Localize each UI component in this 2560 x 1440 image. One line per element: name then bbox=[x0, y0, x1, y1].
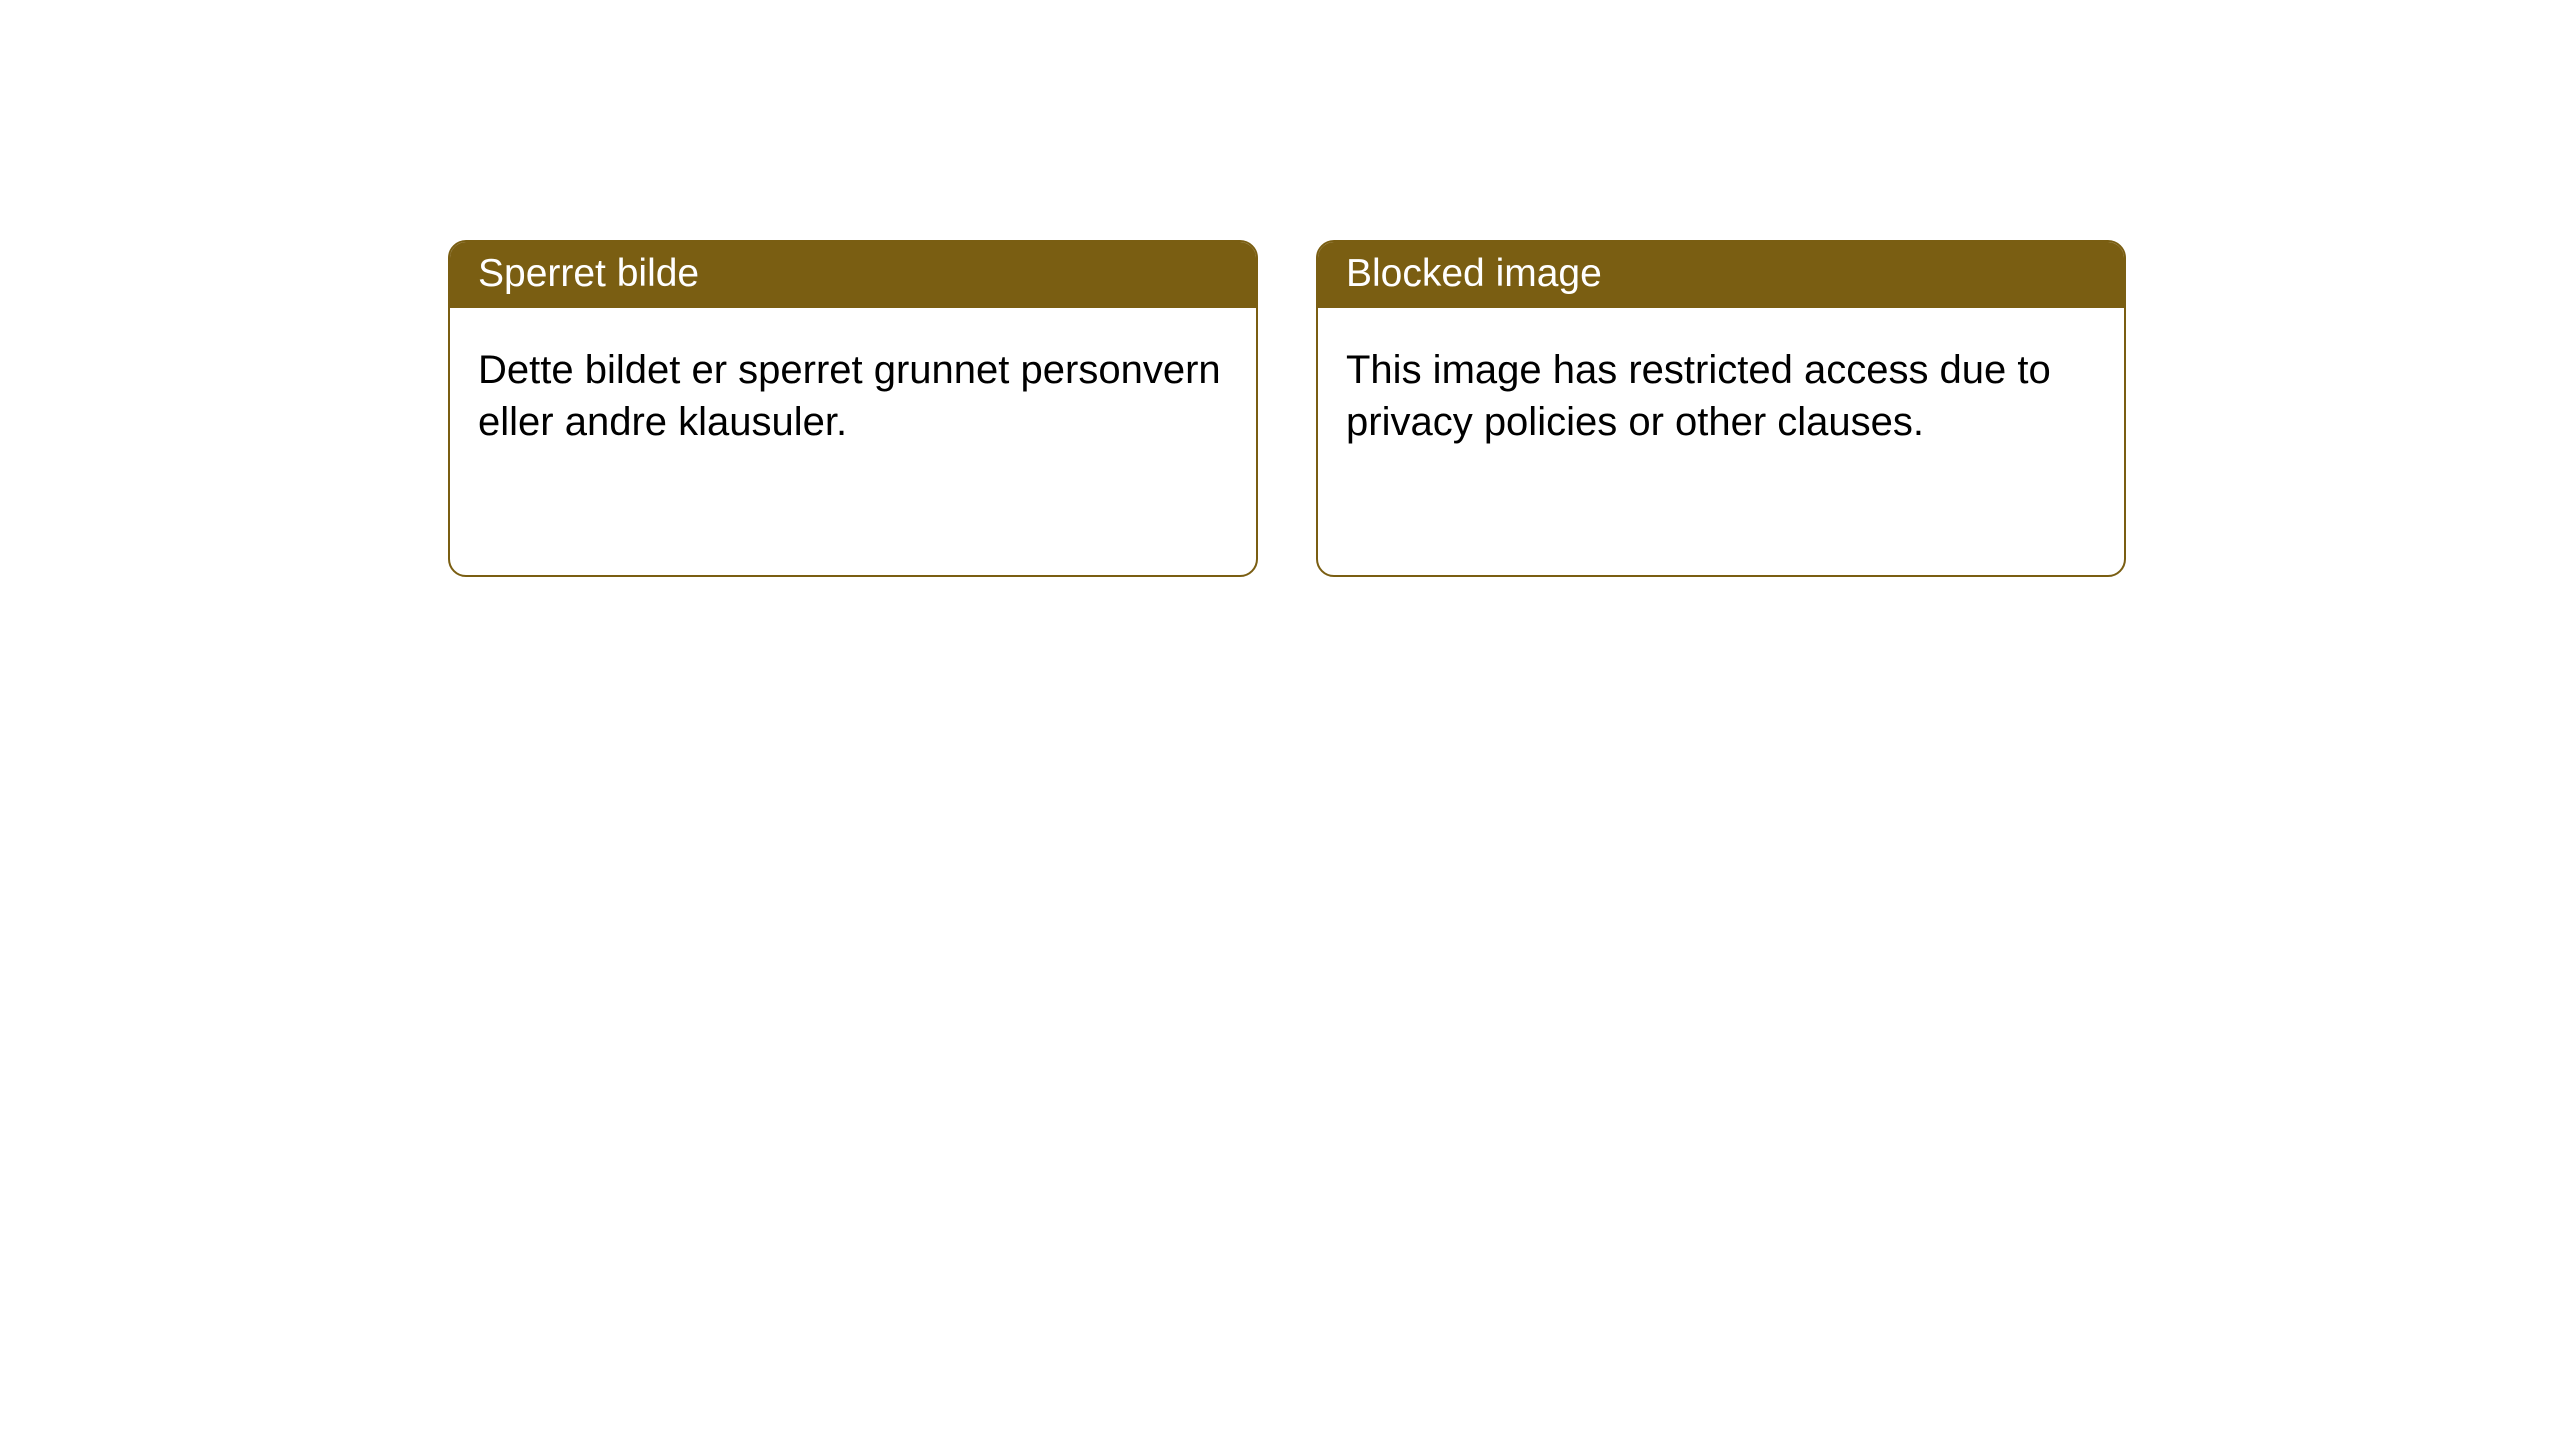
notice-card-english: Blocked image This image has restricted … bbox=[1316, 240, 2126, 577]
notice-card-norwegian: Sperret bilde Dette bildet er sperret gr… bbox=[448, 240, 1258, 577]
notice-body: This image has restricted access due to … bbox=[1318, 308, 2124, 477]
notice-body: Dette bildet er sperret grunnet personve… bbox=[450, 308, 1256, 477]
notice-title: Sperret bilde bbox=[450, 242, 1256, 308]
notice-container: Sperret bilde Dette bildet er sperret gr… bbox=[0, 0, 2560, 577]
notice-title: Blocked image bbox=[1318, 242, 2124, 308]
